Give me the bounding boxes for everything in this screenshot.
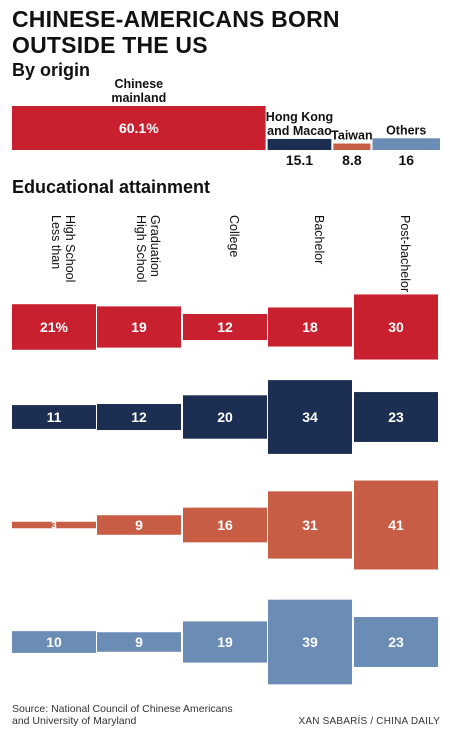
education-category-label-high-school-graduation: High School: [134, 215, 148, 282]
education-bar-others-less-than-high-school: [12, 631, 96, 653]
origin-category-label-hong-kong-and-macao: and Macao: [267, 124, 332, 138]
education-value-label-taiwan-bachelor: 31: [302, 517, 318, 533]
education-category-label-high-school-graduation: Graduation: [148, 215, 162, 277]
education-category-label-less-than-high-school: High School: [63, 215, 77, 282]
education-category-label-less-than-high-school: Less than: [49, 215, 63, 269]
origin-category-label-others: Others: [386, 123, 426, 137]
education-bar-taiwan-high-school-graduation: [97, 515, 181, 535]
education-bar-chinese-mainland-high-school-graduation: [97, 306, 181, 348]
origin-value-label-hong-kong-and-macao: 15.1: [286, 152, 313, 168]
education-value-label-others-college: 19: [217, 634, 233, 650]
chart-title: CHINESE-AMERICANS BORN OUTSIDE THE US: [12, 6, 340, 58]
education-section-title: Educational attainment: [12, 177, 211, 197]
education-bar-chinese-mainland-college: [183, 313, 267, 341]
education-value-label-chinese-mainland-bachelor: 18: [302, 319, 318, 335]
education-bar-hong-kong-and-macao-post-bachelor: [354, 392, 438, 442]
education-value-label-taiwan-college: 16: [217, 517, 233, 533]
education-bar-others-high-school-graduation: [97, 632, 181, 652]
education-value-label-others-less-than-high-school: 10: [46, 634, 62, 650]
education-value-label-hong-kong-and-macao-college: 20: [217, 409, 233, 425]
origin-category-label-chinese-mainland: Chinese: [114, 77, 163, 91]
education-value-label-hong-kong-and-macao-less-than-high-school: 11: [47, 409, 62, 425]
education-value-label-taiwan-less-than-high-school: 3: [51, 521, 57, 532]
education-category-label-bachelor: Bachelor: [312, 215, 326, 264]
education-value-label-taiwan-high-school-graduation: 9: [135, 517, 143, 533]
education-bar-hong-kong-and-macao-college: [183, 395, 267, 439]
origin-bar-chinese-mainland: [12, 106, 266, 150]
origin-bar-taiwan: [333, 143, 371, 150]
origin-value-label-taiwan: 8.8: [342, 152, 362, 168]
education-bar-taiwan-college: [183, 507, 267, 543]
origin-category-label-chinese-mainland: mainland: [111, 91, 166, 105]
education-bar-chinese-mainland-post-bachelor: [354, 294, 438, 360]
education-bar-taiwan-post-bachelor: [354, 480, 438, 570]
education-category-label-college: College: [227, 215, 241, 257]
origin-bar-hong-kong-and-macao: [267, 138, 332, 150]
origin-category-label-hong-kong-and-macao: Hong Kong: [266, 110, 333, 124]
origin-value-label-chinese-mainland: 60.1%: [119, 120, 159, 136]
education-bar-others-post-bachelor: [354, 617, 438, 667]
education-value-label-chinese-mainland-post-bachelor: 30: [388, 319, 404, 335]
education-bar-hong-kong-and-macao-less-than-high-school: [12, 405, 96, 429]
education-bar-hong-kong-and-macao-high-school-graduation: [97, 403, 181, 431]
education-bar-others-college: [183, 621, 267, 663]
education-bar-taiwan-bachelor: [268, 491, 352, 559]
origin-value-label-others: 16: [398, 152, 414, 168]
education-value-label-chinese-mainland-college: 12: [217, 319, 233, 335]
origin-section-title: By origin: [12, 60, 91, 80]
education-value-label-hong-kong-and-macao-bachelor: 34: [302, 409, 318, 425]
education-bar-hong-kong-and-macao-bachelor: [268, 380, 352, 454]
education-category-label-post-bachelor: Post-bachelor: [398, 215, 412, 292]
education-value-label-hong-kong-and-macao-post-bachelor: 23: [388, 409, 404, 425]
credit-line: XAN SABARÍS / CHINA DAILY: [298, 716, 440, 727]
education-bar-others-bachelor: [268, 599, 352, 685]
education-value-label-chinese-mainland-high-school-graduation: 19: [131, 319, 147, 335]
education-bar-chinese-mainland-bachelor: [268, 307, 352, 347]
education-value-label-chinese-mainland-less-than-high-school: 21%: [40, 319, 69, 335]
education-value-label-taiwan-post-bachelor: 41: [388, 517, 404, 533]
education-value-label-others-bachelor: 39: [302, 634, 318, 650]
source-note: Source: National Council of Chinese Amer…: [12, 703, 233, 727]
education-value-label-others-high-school-graduation: 9: [135, 634, 143, 650]
education-bar-taiwan-less-than-high-school: [12, 521, 96, 529]
education-value-label-hong-kong-and-macao-high-school-graduation: 12: [131, 409, 147, 425]
origin-bar-others: [372, 138, 440, 150]
education-value-label-others-post-bachelor: 23: [388, 634, 404, 650]
origin-category-label-taiwan: Taiwan: [331, 129, 372, 143]
education-bar-chinese-mainland-less-than-high-school: [12, 304, 96, 350]
